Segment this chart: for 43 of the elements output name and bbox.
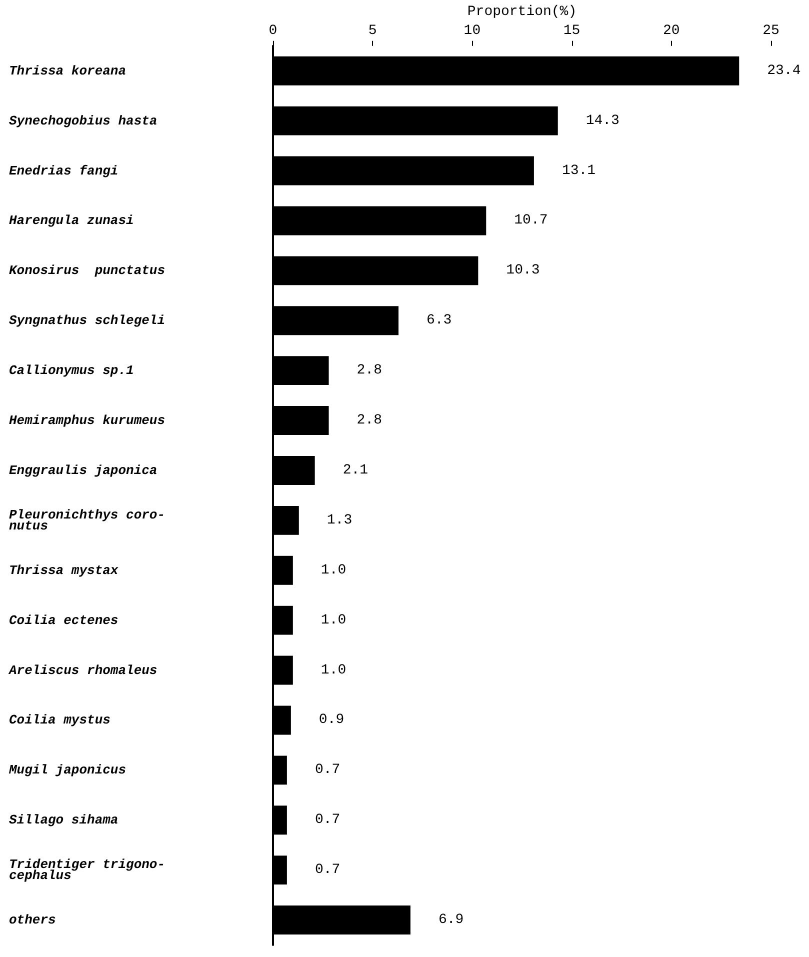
y-tick-label: Harengula zunasi bbox=[9, 213, 134, 228]
data-label: 10.3 bbox=[506, 262, 540, 279]
x-tick-label: 0 bbox=[268, 22, 278, 39]
data-label: 23.4 bbox=[767, 62, 801, 79]
data-label: 1.3 bbox=[326, 512, 352, 528]
y-tick-label: Enggraulis japonica bbox=[9, 462, 158, 478]
data-label: 0.7 bbox=[314, 762, 340, 778]
data-label: 0.9 bbox=[318, 712, 344, 728]
data-label: 1.0 bbox=[320, 612, 346, 628]
y-tick-label: Callionymus sp.1 bbox=[9, 363, 134, 378]
data-label: 2.1 bbox=[342, 462, 368, 478]
x-tick-label: 5 bbox=[368, 22, 377, 39]
y-tick-label: Sillago sihama bbox=[9, 812, 118, 828]
y-tick-label: Areliscus rhomaleus bbox=[8, 662, 158, 678]
x-axis-title: Proportion(%) bbox=[467, 4, 577, 20]
y-tick-label: Enedrias fangi bbox=[9, 163, 118, 178]
y-tick-label: others bbox=[9, 912, 56, 928]
y-tick-label: Thrissa mystax bbox=[9, 562, 120, 578]
x-tick-label: 10 bbox=[464, 22, 481, 39]
data-label: 10.7 bbox=[514, 212, 548, 229]
data-label: 6.9 bbox=[438, 912, 464, 928]
data-label: 13.1 bbox=[562, 162, 596, 179]
data-label: 1.0 bbox=[320, 662, 346, 678]
y-tick-label: Thrissa koreana bbox=[9, 63, 126, 78]
data-label: 0.7 bbox=[314, 812, 340, 828]
x-tick-label: 20 bbox=[662, 22, 680, 39]
y-tick-label: Konosirus punctatus bbox=[9, 263, 166, 278]
y-tick-label: Hemiramphus kurumeus bbox=[9, 413, 166, 428]
x-tick-label: 15 bbox=[563, 22, 580, 39]
data-label: 14.3 bbox=[586, 112, 620, 129]
y-tick-label: Coilia ectenes bbox=[9, 612, 118, 628]
y-tick-label: Tridentiger trigono- cephalus bbox=[9, 857, 166, 884]
x-tick-label: 25 bbox=[762, 22, 780, 39]
data-label: 2.8 bbox=[356, 412, 382, 429]
data-label: 1.0 bbox=[320, 562, 346, 578]
y-tick-label: Syngnathus schlegeli bbox=[9, 313, 166, 328]
y-tick-label: Synechogobius hasta bbox=[9, 113, 158, 128]
y-tick-label: Coilia mystus bbox=[9, 712, 111, 728]
y-tick-label: Mugil japonicus bbox=[8, 762, 126, 778]
data-label: 2.8 bbox=[356, 362, 382, 379]
y-tick-label: Pleuronichthys coro- nutus bbox=[9, 507, 166, 534]
data-label: 0.7 bbox=[314, 862, 340, 878]
data-label: 6.3 bbox=[426, 312, 452, 329]
